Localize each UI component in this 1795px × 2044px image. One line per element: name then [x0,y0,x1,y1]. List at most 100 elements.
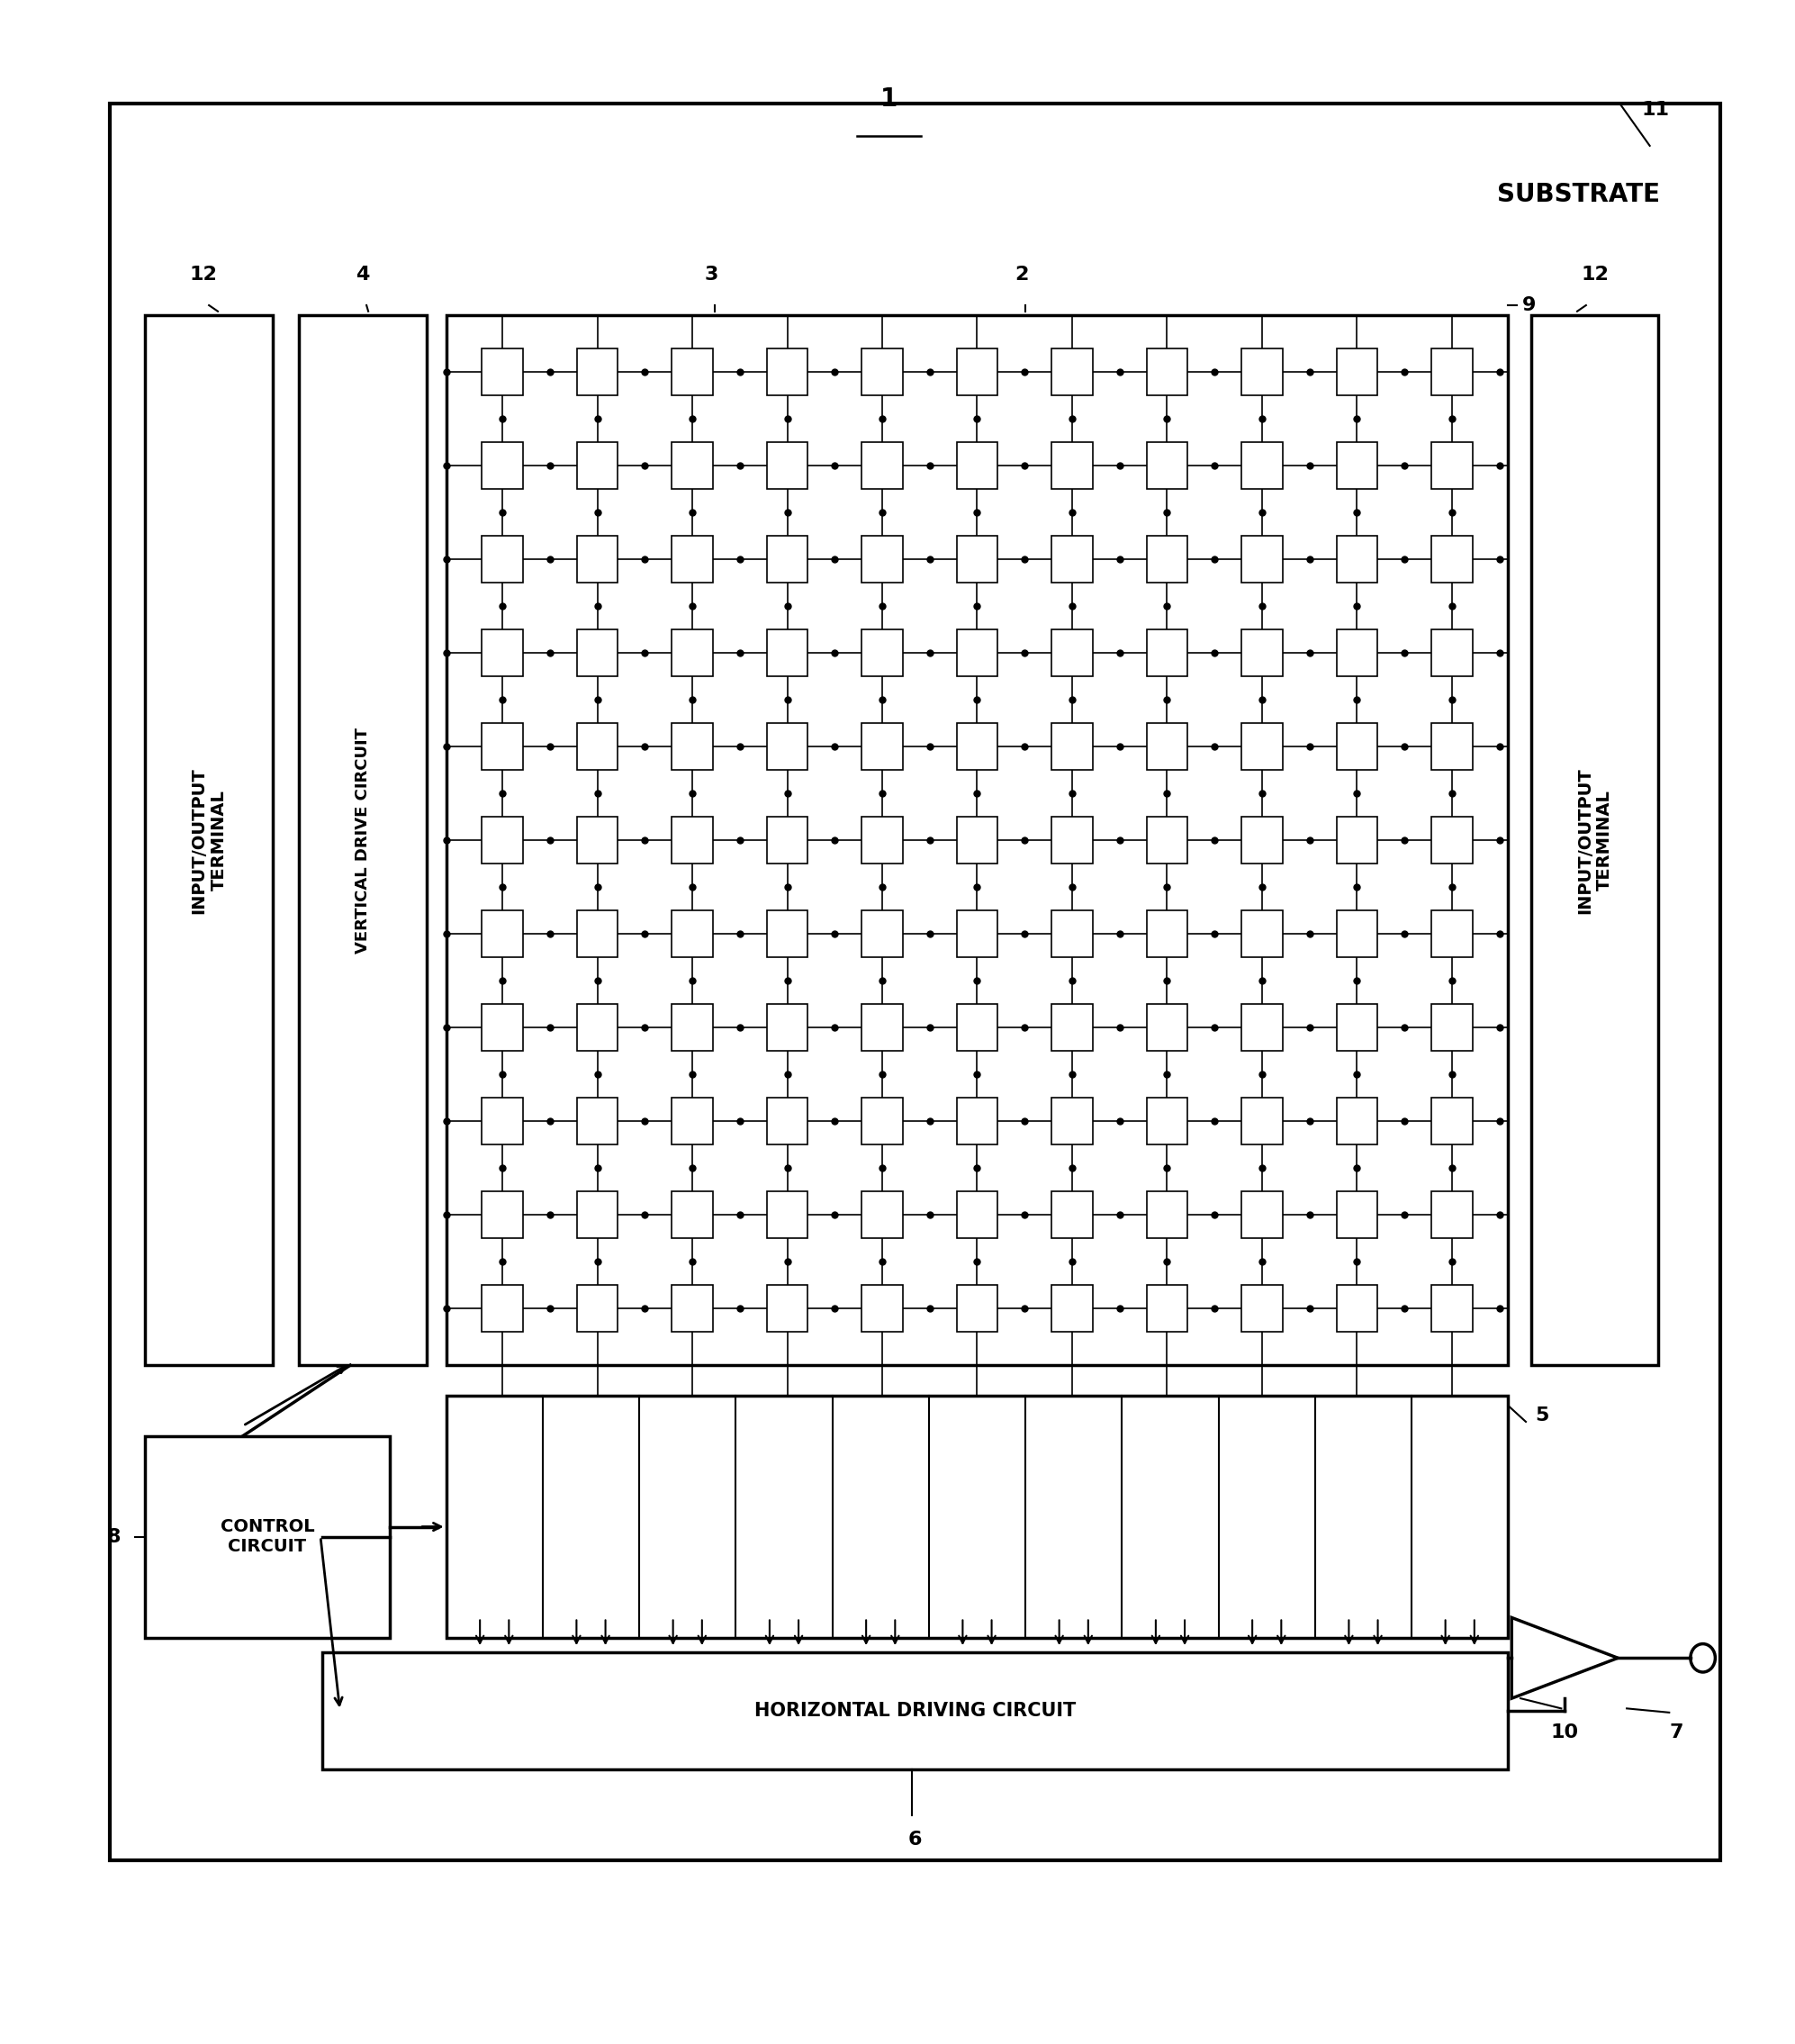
Bar [576,1004,617,1051]
Bar [481,1098,522,1145]
Bar [300,315,427,1365]
Bar [1147,910,1188,957]
Bar [671,1192,713,1239]
Bar [1337,536,1377,583]
Bar [1431,1286,1472,1333]
Bar [957,442,998,489]
Text: 3: 3 [705,266,718,284]
Bar [671,910,713,957]
Bar [447,315,1508,1365]
Bar [766,1192,808,1239]
Bar [1242,1098,1282,1145]
Bar [957,1286,998,1333]
Bar [145,315,273,1365]
Bar [1147,818,1188,865]
Bar [1147,630,1188,677]
Bar [481,630,522,677]
Bar [957,818,998,865]
Bar [671,1004,713,1051]
Bar [766,630,808,677]
Bar [766,1286,808,1333]
Bar [481,350,522,397]
Bar [1431,442,1472,489]
Bar [957,724,998,771]
Bar [1337,1004,1377,1051]
Bar [957,910,998,957]
Bar [957,630,998,677]
Bar [1052,630,1093,677]
Bar [671,818,713,865]
Text: VERTICAL DRIVE CIRCUIT: VERTICAL DRIVE CIRCUIT [355,728,372,953]
Bar [109,104,1721,1860]
Bar [1431,350,1472,397]
Bar [1431,910,1472,957]
Bar [862,818,903,865]
Bar [323,1652,1508,1768]
Bar [1052,536,1093,583]
Bar [862,1286,903,1333]
Bar [481,1286,522,1333]
Text: 12: 12 [190,266,217,284]
Bar [1431,630,1472,677]
Bar [957,1004,998,1051]
Text: INPUT/OUTPUT
TERMINAL: INPUT/OUTPUT TERMINAL [190,766,228,914]
Bar [1337,910,1377,957]
Bar [145,1435,390,1637]
Bar [481,910,522,957]
Bar [1147,1192,1188,1239]
Bar [1242,1286,1282,1333]
Bar [862,536,903,583]
Bar [862,910,903,957]
Bar [1242,910,1282,957]
Bar [1052,442,1093,489]
Bar [862,442,903,489]
Bar [862,724,903,771]
Bar [1052,1286,1093,1333]
Bar [576,818,617,865]
Bar [481,724,522,771]
Text: 9: 9 [1522,296,1537,315]
Bar [1052,910,1093,957]
Bar [1242,818,1282,865]
Text: 4: 4 [355,266,370,284]
Bar [576,442,617,489]
Bar [1052,1004,1093,1051]
Bar [766,724,808,771]
Bar [671,442,713,489]
Bar [766,818,808,865]
Bar [1337,350,1377,397]
Text: CONTROL
CIRCUIT: CONTROL CIRCUIT [221,1519,314,1555]
Bar [957,350,998,397]
Bar [481,818,522,865]
Bar [957,1098,998,1145]
Bar [671,630,713,677]
Bar [671,350,713,397]
Bar [1337,1098,1377,1145]
Bar [1431,536,1472,583]
Bar [576,350,617,397]
Bar [862,630,903,677]
Bar [671,1098,713,1145]
Bar [1242,442,1282,489]
Bar [766,536,808,583]
Bar [1337,724,1377,771]
Bar [1337,1286,1377,1333]
Bar [576,1192,617,1239]
Bar [1337,442,1377,489]
Bar [1052,1098,1093,1145]
Text: 1: 1 [880,86,898,112]
Bar [766,1004,808,1051]
Bar [766,442,808,489]
Bar [957,536,998,583]
Bar [1147,536,1188,583]
Bar [1337,1192,1377,1239]
Bar [957,1192,998,1239]
Bar [481,1004,522,1051]
Bar [1052,818,1093,865]
Bar [862,1004,903,1051]
Bar [1052,724,1093,771]
Bar [481,1192,522,1239]
Bar [671,724,713,771]
Text: 11: 11 [1641,100,1669,119]
Bar [576,910,617,957]
